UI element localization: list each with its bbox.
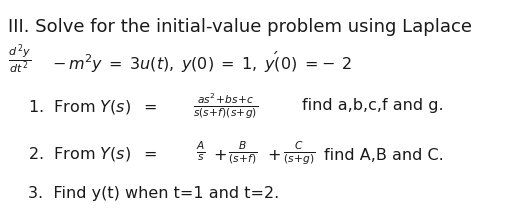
Text: $\frac{C}{(s\!+\!g)}$: $\frac{C}{(s\!+\!g)}$	[283, 140, 315, 167]
Text: $\frac{d^{\,2}y}{dt^{\,2}}$: $\frac{d^{\,2}y}{dt^{\,2}}$	[8, 42, 31, 76]
Text: 1.  From $Y(s)$  $=$: 1. From $Y(s)$ $=$	[28, 98, 157, 116]
Text: $-\, m^2y \;=\; 3u(t),\; y(0) \;=\; 1,\; y\'(0) \;=\!-\; 2$: $-\, m^2y \;=\; 3u(t),\; y(0) \;=\; 1,\;…	[52, 50, 352, 75]
Text: 2.  From $Y(s)$  $=$: 2. From $Y(s)$ $=$	[28, 145, 157, 163]
Text: $\frac{A}{s}$: $\frac{A}{s}$	[196, 140, 206, 163]
Text: III. Solve for the initial-value problem using Laplace: III. Solve for the initial-value problem…	[8, 18, 472, 36]
Text: $+$: $+$	[267, 148, 281, 163]
Text: $+$: $+$	[213, 148, 227, 163]
Text: find a,b,c,f and g.: find a,b,c,f and g.	[302, 98, 444, 113]
Text: $\frac{B}{(s\!+\!f)}$: $\frac{B}{(s\!+\!f)}$	[228, 140, 257, 166]
Text: find A,B and C.: find A,B and C.	[324, 148, 444, 163]
Text: 3.  Find y(t) when t=1 and t=2.: 3. Find y(t) when t=1 and t=2.	[28, 186, 279, 201]
Text: $\frac{as^2\!+\!bs\!+\!c}{s(s\!+\!f)(s\!+\!g)}$: $\frac{as^2\!+\!bs\!+\!c}{s(s\!+\!f)(s\!…	[193, 92, 258, 121]
